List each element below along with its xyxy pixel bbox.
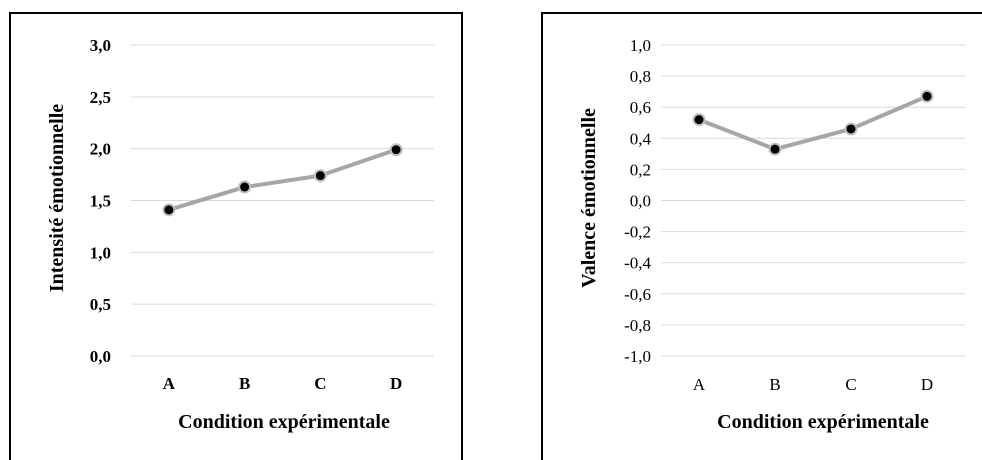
intensity-y-tick-label: 1,0 <box>90 243 111 262</box>
valence-y-tick-label: -1,0 <box>624 347 651 366</box>
chart-valence: -1,0 -0,8 -0,6 -0,4 -0,2 0,0 0,2 0,4 0,6 0,8 1,0 A B… <box>578 36 965 433</box>
intensity-x-tick-label: B <box>239 374 250 393</box>
valence-y-tick-label: -0,8 <box>624 316 651 335</box>
intensity-y-tick-label: 1,5 <box>90 192 111 211</box>
intensity-x-axis-title: Condition expérimentale <box>178 411 390 433</box>
intensity-data-point <box>238 180 252 194</box>
valence-x-tick-label: A <box>693 375 706 394</box>
valence-series-line <box>697 94 929 152</box>
valence-data-point <box>768 142 782 156</box>
valence-x-axis-title: Condition expérimentale <box>717 411 929 433</box>
valence-y-tick-label: -0,6 <box>624 285 651 304</box>
intensity-data-point <box>389 143 403 157</box>
valence-data-point <box>920 89 934 103</box>
valence-y-tick-label: 0,8 <box>630 67 651 86</box>
chart-panel-intensity: 0,0 0,5 1,0 1,5 2,0 2,5 3,0 A B C D Condition expér… <box>9 12 463 460</box>
chart-panel-valence: -1,0 -0,8 -0,6 -0,4 -0,2 0,0 0,2 0,4 0,6 0,8 1,0 A B… <box>541 12 982 460</box>
valence-x-tick-label: D <box>921 375 933 394</box>
intensity-y-tick-label: 2,5 <box>90 88 111 107</box>
intensity-y-tick-label: 0,0 <box>90 347 111 366</box>
valence-y-tick-label: -0,4 <box>624 254 651 273</box>
intensity-y-tick-label: 3,0 <box>90 36 111 55</box>
valence-y-tick-label: 0,6 <box>630 98 651 117</box>
intensity-y-tick-label: 0,5 <box>90 295 111 314</box>
valence-y-tick-label: 0,0 <box>630 192 651 211</box>
valence-data-point <box>692 113 706 127</box>
valence-y-tick-label: 0,4 <box>630 129 652 148</box>
valence-data-point <box>844 122 858 136</box>
intensity-data-point <box>162 203 176 217</box>
valence-y-axis-title: Valence émotionnelle <box>578 108 600 288</box>
valence-x-tick-label: C <box>845 375 856 394</box>
intensity-series-line <box>166 147 399 212</box>
intensity-x-tick-label: C <box>314 374 326 393</box>
intensity-x-tick-label: D <box>390 374 402 393</box>
intensity-x-tick-label: A <box>163 374 176 393</box>
valence-y-tick-label: 0,2 <box>630 160 651 179</box>
intensity-y-tick-label: 2,0 <box>90 140 111 159</box>
valence-y-tick-label: 1,0 <box>630 36 651 55</box>
intensity-data-point <box>313 169 327 183</box>
valence-y-tick-label: -0,2 <box>624 223 651 242</box>
intensity-y-axis-title: Intensité émotionnelle <box>46 104 68 292</box>
valence-x-tick-label: B <box>769 375 780 394</box>
